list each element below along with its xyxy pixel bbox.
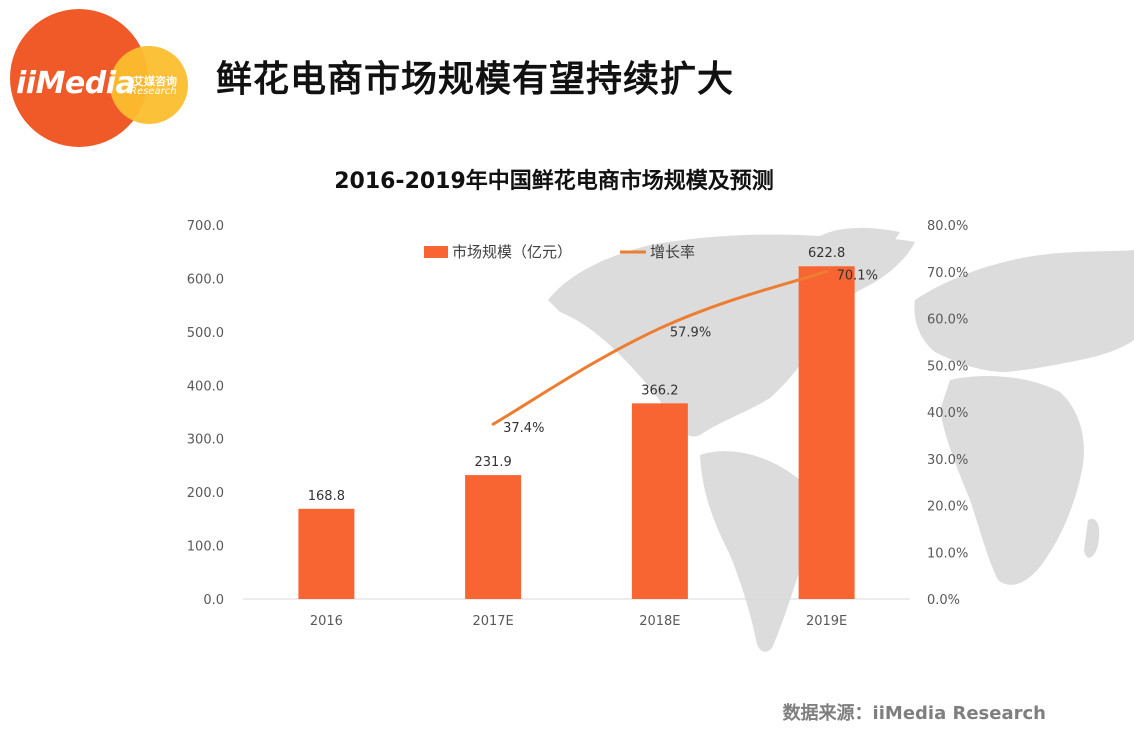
- bar: [298, 508, 355, 599]
- y-left-tick-label: 600.0: [187, 272, 224, 287]
- map-europe-asia: [914, 250, 1134, 372]
- y-axis-right-ticks: 0.0% 10.0% 20.0% 30.0% 40.0% 50.0% 60.0% 70.0% 8…: [927, 219, 968, 608]
- data-source: 数据来源：iiMedia Research: [782, 703, 1046, 724]
- legend-bar-label: 市场规模（亿元）: [452, 243, 572, 261]
- y-right-tick-label: 10.0%: [927, 546, 968, 561]
- map-africa: [940, 376, 1084, 585]
- y-right-tick-label: 50.0%: [927, 359, 968, 374]
- line-data-label: 57.9%: [670, 325, 711, 340]
- bar: [798, 266, 855, 599]
- bar-series: 168.8 231.9 366.2 622.8: [298, 246, 855, 599]
- line-data-label: 37.4%: [503, 421, 544, 436]
- legend: 市场规模（亿元） 增长率: [424, 243, 695, 261]
- bar-data-label: 231.9: [475, 455, 512, 470]
- logo: iiMedia 艾媒咨询 Research: [0, 0, 200, 160]
- y-right-tick-label: 0.0%: [927, 593, 960, 608]
- y-left-tick-label: 400.0: [187, 379, 224, 394]
- y-left-tick-label: 0.0: [203, 593, 224, 608]
- line-series: 37.4% 57.9% 70.1%: [491, 268, 878, 436]
- bar: [465, 475, 522, 599]
- legend-bar-swatch: [424, 246, 448, 258]
- y-left-tick-label: 500.0: [187, 326, 224, 341]
- y-left-tick-label: 300.0: [187, 433, 224, 448]
- line-data-label: 70.1%: [837, 268, 878, 283]
- y-right-tick-label: 60.0%: [927, 313, 968, 328]
- logo-brand-cn: 艾媒咨询: [133, 75, 177, 88]
- map-greenland: [820, 227, 900, 262]
- x-tick-label: 2018E: [639, 614, 680, 629]
- logo-brand: iiMedia: [16, 66, 136, 101]
- y-right-tick-label: 40.0%: [927, 406, 968, 421]
- y-right-tick-label: 20.0%: [927, 500, 968, 515]
- x-tick-label: 2017E: [472, 614, 513, 629]
- map-north-america: [548, 234, 915, 437]
- legend-line-label: 增长率: [650, 243, 695, 261]
- bar: [631, 403, 688, 599]
- logo-brand-en: Research: [130, 86, 177, 97]
- y-left-tick-label: 700.0: [187, 219, 224, 234]
- y-right-tick-label: 80.0%: [927, 219, 968, 234]
- bar-data-label: 168.8: [308, 489, 345, 504]
- y-left-tick-label: 200.0: [187, 486, 224, 501]
- x-tick-label: 2016: [310, 614, 343, 629]
- line-path: [491, 269, 829, 426]
- page-title: 鲜花电商市场规模有望持续扩大: [216, 59, 735, 100]
- y-axis-left-ticks: 0.0 100.0 200.0 300.0 400.0 500.0 600.0 700.0: [187, 219, 224, 608]
- bar-data-label: 622.8: [808, 246, 845, 261]
- chart-title: 2016-2019年中国鲜花电商市场规模及预测: [334, 169, 774, 194]
- map-madagascar: [1084, 518, 1100, 558]
- y-right-tick-label: 70.0%: [927, 266, 968, 281]
- x-tick-label: 2019E: [806, 614, 847, 629]
- y-left-tick-label: 100.0: [187, 540, 224, 555]
- logo-circle-accent: [110, 46, 188, 124]
- x-axis-ticks: 2016 2017E 2018E 2019E: [310, 614, 847, 629]
- y-right-tick-label: 30.0%: [927, 453, 968, 468]
- bar-data-label: 366.2: [641, 383, 678, 398]
- map-south-america: [700, 451, 811, 652]
